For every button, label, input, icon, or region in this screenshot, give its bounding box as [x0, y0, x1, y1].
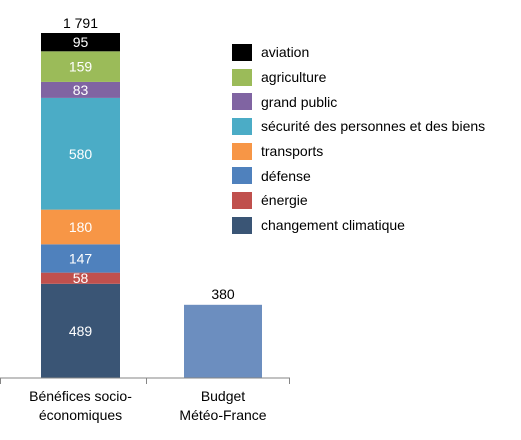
legend-item-grand-public: grand public	[232, 89, 485, 114]
bar-segment-transports	[41, 209, 120, 245]
category-label-1-line-1: Bénéfices socio-	[29, 388, 132, 404]
data-label-securite-des-personnes-et-des-biens: 580	[69, 146, 93, 162]
legend-item-energie: énergie	[232, 188, 485, 213]
bar-segment-securite-des-personnes-et-des-biens	[41, 97, 120, 210]
bar-segment-agriculture	[41, 51, 120, 82]
bar-budget	[184, 304, 262, 378]
legend: aviation agriculture grand public sécurité …	[232, 40, 485, 238]
labels-layer: 489 58 147 180 580 83 159 95 1 791 380 Bénéfices s…	[29, 15, 267, 423]
legend-item-defense: défense	[232, 163, 485, 188]
legend-swatch	[232, 216, 252, 234]
legend-swatch	[232, 117, 252, 135]
legend-swatch	[232, 68, 252, 86]
legend-label: grand public	[261, 93, 338, 110]
legend-item-aviation: aviation	[232, 40, 485, 65]
data-label-grand-public: 83	[73, 82, 89, 98]
legend-swatch	[232, 43, 252, 61]
legend-label: transports	[261, 143, 324, 160]
legend-item-changement-climatique: changement climatique	[232, 213, 485, 238]
category-label-1-line-2: économiques	[39, 407, 122, 423]
legend-label: changement climatique	[261, 217, 405, 234]
data-label-budget: 380	[211, 286, 235, 302]
bar-segment-energie	[41, 272, 120, 284]
bar-segment-defense	[41, 244, 120, 273]
category-label-2-line-2: Météo-France	[179, 407, 266, 423]
legend-label: agriculture	[261, 69, 327, 86]
legend-label: aviation	[261, 44, 310, 61]
bar-segment-grand-public	[41, 81, 120, 98]
legend-label: sécurité des personnes et des biens	[261, 118, 486, 135]
legend-label: énergie	[261, 192, 308, 209]
legend-label: défense	[261, 167, 311, 184]
bar-segment-aviation	[41, 33, 120, 52]
legend-swatch	[232, 142, 252, 160]
bars-layer	[41, 33, 262, 378]
legend-swatch	[232, 93, 252, 111]
legend-item-securite-des-personnes-et-des-biens: sécurité des personnes et des biens	[232, 114, 485, 139]
category-label-2-line-1: Budget	[201, 388, 245, 404]
data-label-energie: 58	[73, 270, 89, 286]
data-label-transports: 180	[69, 219, 93, 235]
data-label-changement-climatique: 489	[69, 323, 93, 339]
data-label-agriculture: 159	[69, 59, 93, 75]
legend-item-transports: transports	[232, 139, 485, 164]
legend-swatch	[232, 167, 252, 185]
data-label-defense: 147	[69, 250, 93, 266]
legend-item-agriculture: agriculture	[232, 65, 485, 90]
bar-segment-changement-climatique	[41, 283, 120, 378]
stack-total-label: 1 791	[63, 15, 98, 31]
data-label-aviation: 95	[73, 34, 89, 50]
legend-swatch	[232, 191, 252, 209]
